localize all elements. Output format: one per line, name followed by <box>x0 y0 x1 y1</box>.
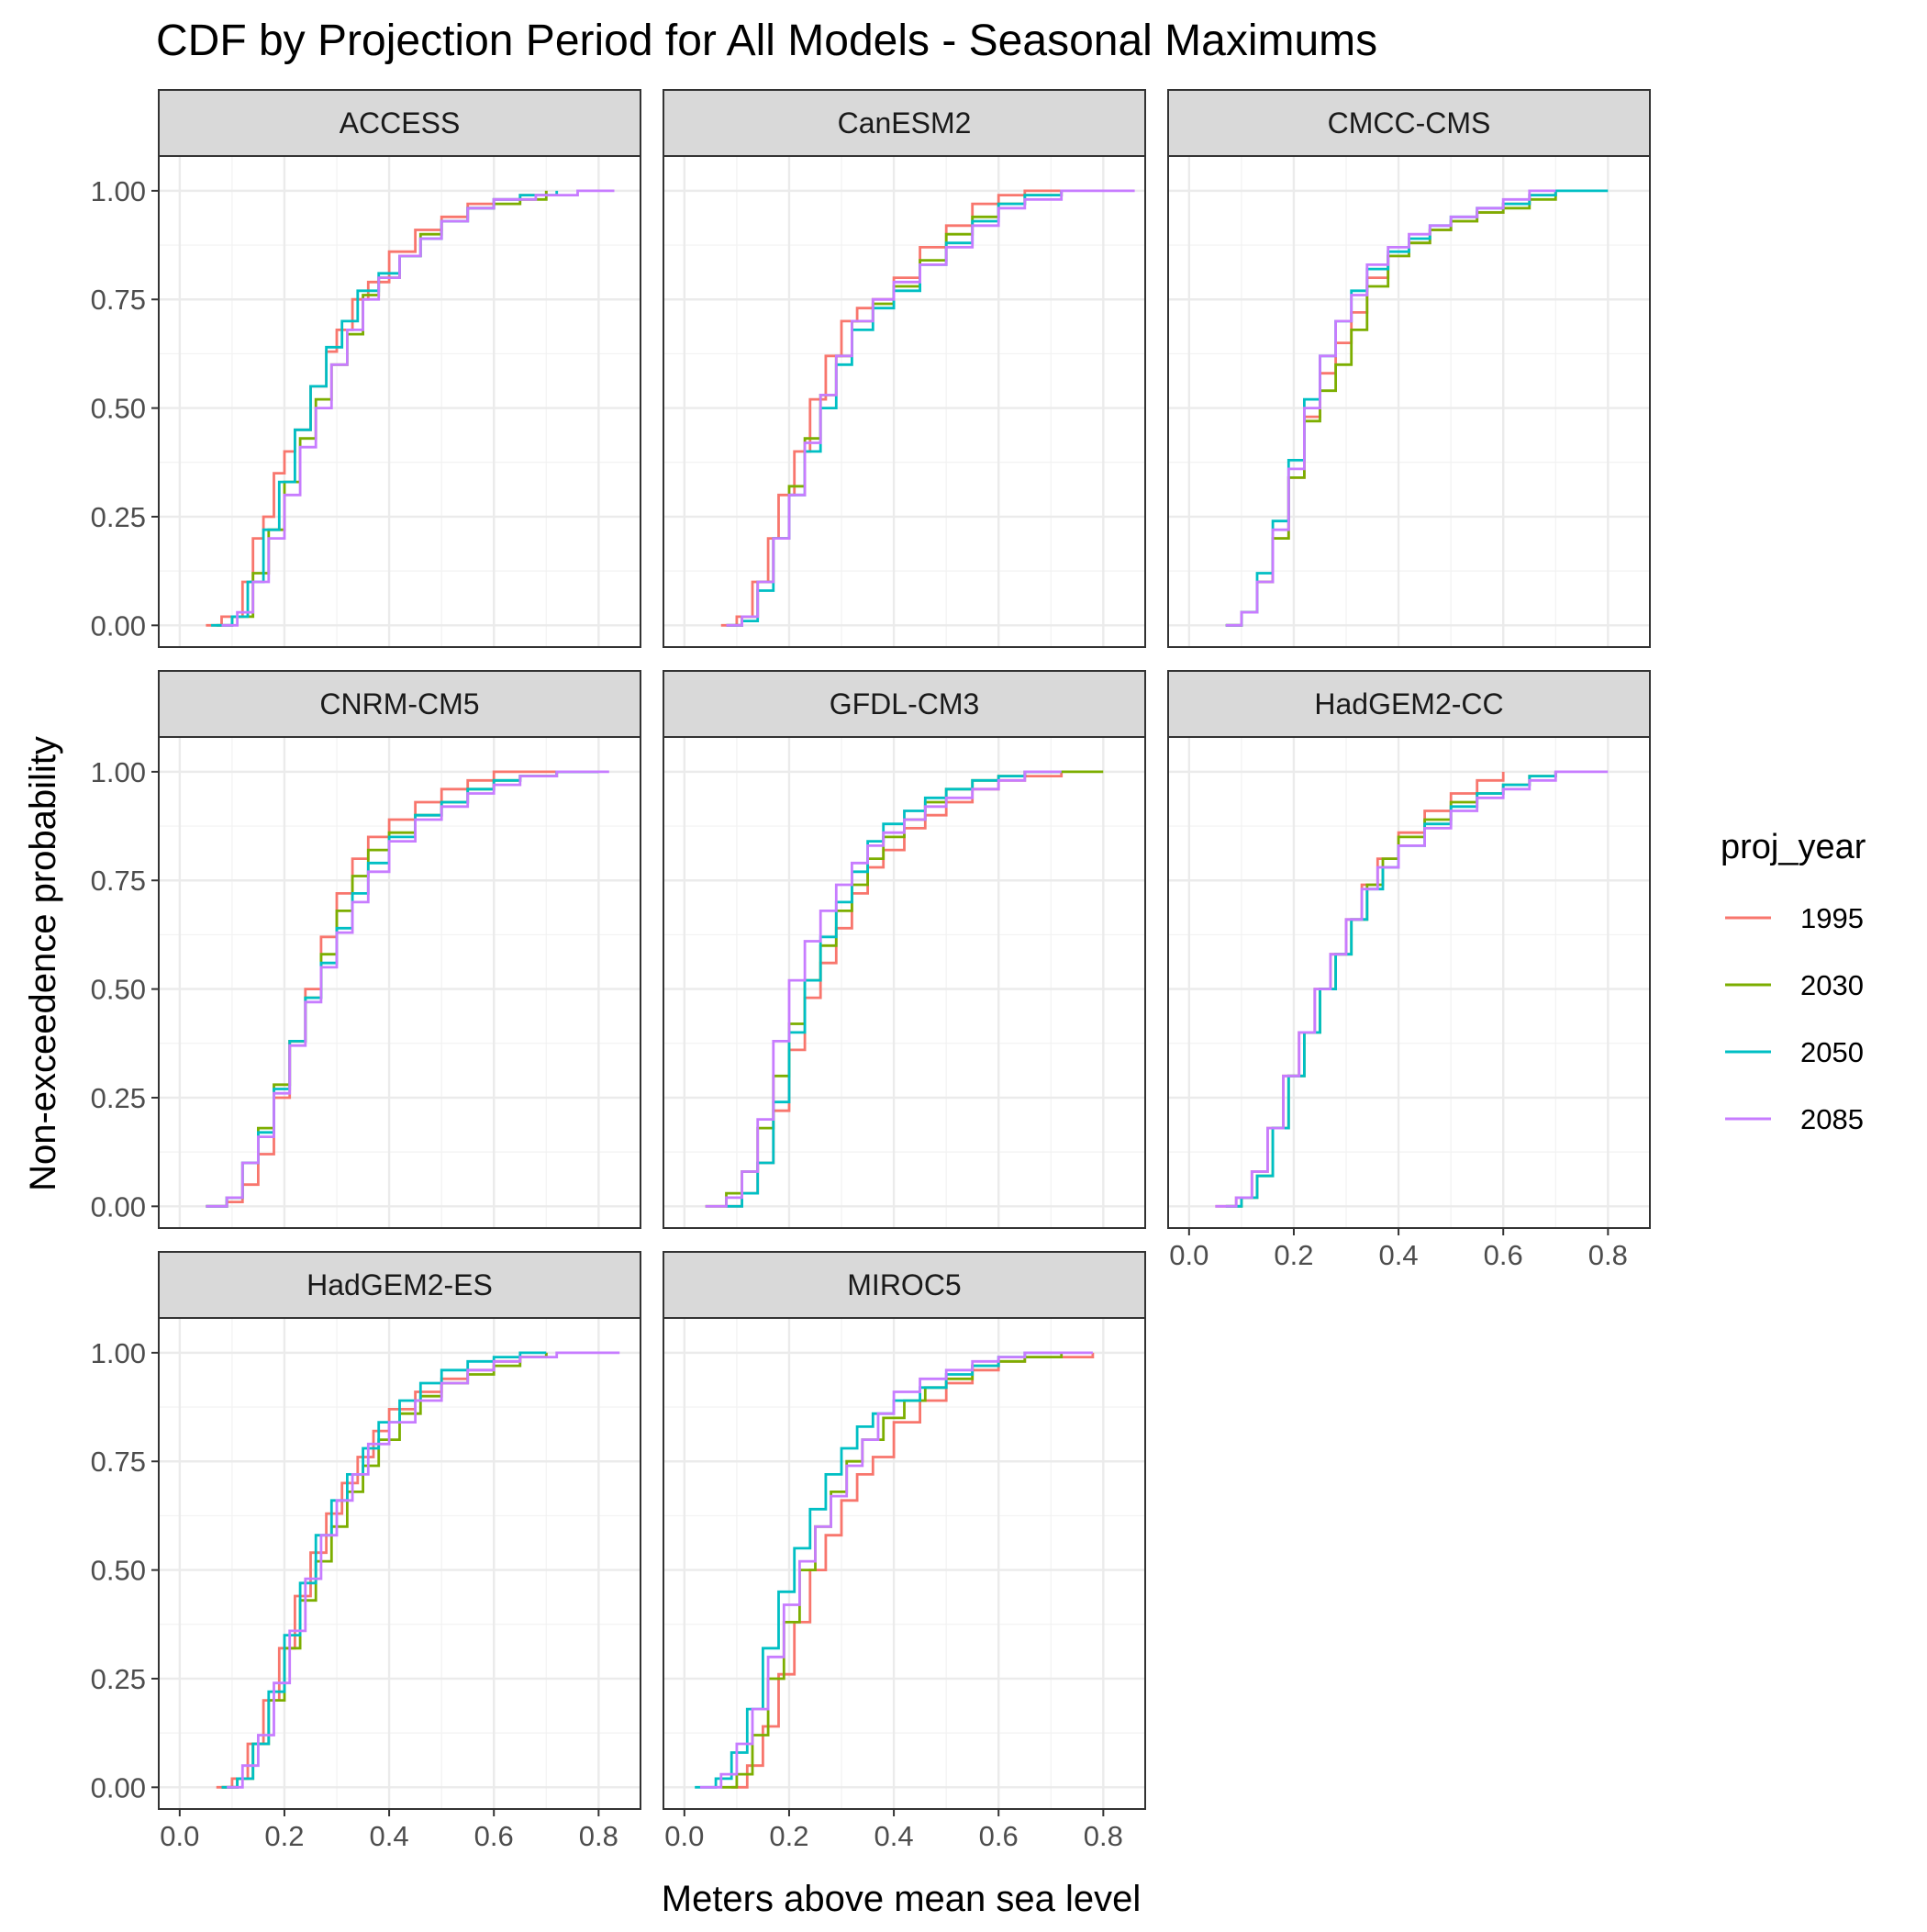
panel-cnrm-cm5: CNRM-CM5 0.00 0.25 0.50 0.75 1.00 <box>91 670 641 1229</box>
series-line-2050 <box>695 1351 1062 1789</box>
y-tick-label: 0.25 <box>91 501 146 533</box>
panel-strip <box>158 89 641 157</box>
x-tick-label: 0.6 <box>474 1820 514 1852</box>
y-tick-label: 0.00 <box>91 1771 146 1804</box>
legend-item-2030: 2030 <box>1725 969 1864 1001</box>
y-tick-label: 0.75 <box>91 1446 146 1478</box>
legend-item-2050: 2050 <box>1725 1036 1864 1068</box>
series-line-2085 <box>699 1351 1093 1789</box>
y-tick-label: 1.00 <box>91 1337 146 1369</box>
panel-strip-label: ACCESS <box>340 106 461 140</box>
panel-gfdl-cm3: GFDL-CM3 <box>663 670 1146 1229</box>
panel-miroc5: MIROC5 0.0 0.2 0.4 0.6 0.8 <box>663 1251 1146 1852</box>
panel-border <box>663 155 1146 648</box>
facet-panels: ACCESS 0.00 0.25 0.50 0.75 1.00 CanESM2 CMCC-CM… <box>91 89 1651 1852</box>
chart-title: CDF by Projection Period for All Models … <box>156 17 1377 65</box>
y-tick-label: 0.25 <box>91 1663 146 1695</box>
y-tick-label: 0.25 <box>91 1082 146 1114</box>
panel-background <box>1168 737 1650 1228</box>
legend-label: 2050 <box>1800 1036 1864 1068</box>
y-tick-label: 0.75 <box>91 865 146 897</box>
y-tick-label: 0.50 <box>91 393 146 425</box>
y-tick-label: 0.50 <box>91 1555 146 1587</box>
legend-title: proj_year <box>1721 828 1866 866</box>
panel-strip-label: MIROC5 <box>847 1268 961 1301</box>
x-tick-label: 0.2 <box>1274 1239 1313 1271</box>
x-tick-label: 0.8 <box>579 1820 618 1852</box>
x-tick-label: 0.6 <box>979 1820 1019 1852</box>
panel-canesm2: CanESM2 <box>663 89 1146 648</box>
x-tick-label: 0.0 <box>160 1820 199 1852</box>
series-line-1995 <box>206 770 557 1208</box>
y-tick-label: 0.00 <box>91 609 146 642</box>
panel-border <box>1167 736 1651 1229</box>
panel-strip <box>1167 89 1651 157</box>
panel-hadgem2-es: HadGEM2-ES 0.00 0.25 0.50 0.75 1.00 0.0 0.2 0.4 0… <box>91 1251 641 1852</box>
panel-background <box>159 156 640 647</box>
legend-label: 2085 <box>1800 1103 1864 1135</box>
x-tick-label: 0.4 <box>874 1820 914 1852</box>
panel-border <box>158 736 641 1229</box>
legend-label: 1995 <box>1800 902 1864 934</box>
panel-background <box>159 1318 640 1809</box>
x-tick-label: 0.4 <box>1379 1239 1419 1271</box>
series-line-2085 <box>1215 770 1609 1208</box>
legend: proj_year 1995 2030 2050 2085 <box>1721 828 1866 1135</box>
series-line-2085 <box>221 189 615 627</box>
panel-border <box>663 736 1146 1229</box>
panel-strip-label: HadGEM2-ES <box>306 1268 493 1301</box>
x-tick-label: 0.2 <box>264 1820 304 1852</box>
panel-strip <box>1167 670 1651 738</box>
y-tick-label: 0.50 <box>91 974 146 1006</box>
panel-border <box>1167 155 1651 648</box>
x-tick-label: 0.8 <box>1588 1239 1628 1271</box>
series-line-2050 <box>726 770 1062 1208</box>
y-tick-label: 1.00 <box>91 175 146 207</box>
x-axis-title: Meters above mean sea level <box>662 1879 1142 1919</box>
panel-strip <box>663 670 1146 738</box>
legend-item-1995: 1995 <box>1725 902 1864 934</box>
panel-strip-label: GFDL-CM3 <box>830 687 980 720</box>
panel-background <box>1168 156 1650 647</box>
panel-background <box>159 737 640 1228</box>
panel-strip-label: CMCC-CMS <box>1328 106 1491 140</box>
x-tick-label: 0.0 <box>664 1820 704 1852</box>
series-line-2085 <box>206 770 609 1208</box>
panel-cmcc-cms: CMCC-CMS <box>1167 89 1651 648</box>
x-tick-label: 0.6 <box>1484 1239 1523 1271</box>
panel-background <box>663 156 1145 647</box>
panel-border <box>663 1317 1146 1810</box>
panel-access: ACCESS 0.00 0.25 0.50 0.75 1.00 <box>91 89 641 648</box>
series-line-2085 <box>1225 189 1556 627</box>
x-tick-label: 0.4 <box>370 1820 409 1852</box>
panel-strip <box>158 1251 641 1319</box>
series-line-2085 <box>726 189 1135 627</box>
legend-item-2085: 2085 <box>1725 1103 1864 1135</box>
series-line-2050 <box>1225 771 1557 1208</box>
series-line-2085 <box>227 1351 620 1789</box>
panel-strip-label: CanESM2 <box>838 106 972 140</box>
panel-border <box>158 1317 641 1810</box>
panel-border <box>158 155 641 648</box>
panel-strip <box>663 89 1146 157</box>
panel-strip-label: CNRM-CM5 <box>319 687 479 720</box>
y-tick-label: 0.75 <box>91 284 146 316</box>
legend-label: 2030 <box>1800 969 1864 1001</box>
series-line-1995 <box>720 189 1062 627</box>
panel-hadgem2-cc: HadGEM2-CC 0.0 0.2 0.4 0.6 0.8 <box>1167 670 1651 1271</box>
y-tick-label: 0.00 <box>91 1190 146 1223</box>
x-tick-label: 0.8 <box>1084 1820 1123 1852</box>
y-tick-label: 1.00 <box>91 756 146 788</box>
x-tick-label: 0.2 <box>769 1820 808 1852</box>
panel-strip-label: HadGEM2-CC <box>1314 687 1503 720</box>
panel-strip <box>158 670 641 738</box>
series-line-2085 <box>705 770 1062 1208</box>
y-axis-title: Non-exceedence probability <box>23 736 63 1191</box>
x-tick-label: 0.0 <box>1169 1239 1209 1271</box>
